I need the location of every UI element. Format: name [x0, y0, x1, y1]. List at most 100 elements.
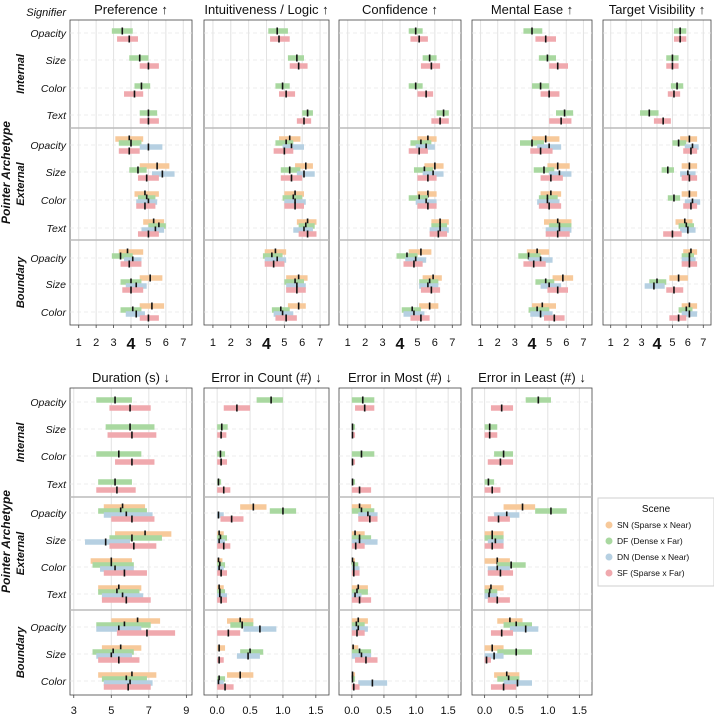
panel-frame	[203, 387, 330, 696]
range-bar-df	[528, 307, 550, 313]
range-bar-sn	[503, 504, 536, 510]
legend-item-df: DF (Dense x Far)	[617, 536, 683, 546]
range-bar-dn	[419, 283, 439, 289]
range-bar-sf	[351, 543, 365, 549]
range-bar-sf	[217, 597, 228, 603]
range-bar-dn	[293, 227, 313, 233]
range-bar-sf	[136, 203, 156, 209]
range-bar-df	[275, 140, 294, 146]
panel-title: Target Visibility ↑	[609, 2, 706, 17]
range-bar-df	[240, 649, 264, 655]
range-bar-sf	[139, 118, 159, 124]
range-bar-df	[523, 28, 543, 34]
range-bar-sn	[98, 585, 142, 591]
tick-label: 0.5	[242, 705, 257, 717]
legend-swatch-df	[605, 537, 613, 545]
range-bar-df	[431, 223, 448, 229]
range-bar-sf	[420, 287, 441, 293]
range-bar-dn	[415, 144, 435, 150]
range-bar-sf	[540, 91, 560, 97]
range-bar-sf	[484, 543, 504, 549]
range-bar-sn	[351, 585, 368, 591]
tick-label: 5	[414, 337, 420, 349]
tick-label: 1	[76, 337, 82, 349]
group-label: External	[15, 161, 27, 205]
group-label: Boundary	[15, 256, 27, 308]
tick-label: 2	[228, 337, 234, 349]
range-bar-sf	[540, 175, 563, 181]
range-bar-sf	[410, 315, 430, 321]
range-bar-sf	[487, 597, 510, 603]
range-bar-df	[217, 676, 226, 682]
range-bar-dn	[264, 257, 287, 263]
tick-label: 1.5	[572, 705, 587, 717]
range-bar-sf	[420, 63, 441, 69]
range-bar-df	[280, 167, 301, 173]
range-bar-sf	[115, 459, 155, 465]
range-bar-sn	[526, 249, 550, 255]
range-bar-dn	[549, 171, 572, 177]
range-bar-dn	[217, 680, 224, 686]
range-bar-dn	[141, 227, 165, 233]
range-bar-sf	[417, 175, 437, 181]
range-bar-sn	[139, 163, 170, 169]
panel-4: Target Visibility ↑ 1 2 3 4 5 6 7	[602, 2, 712, 353]
tick-label: 1	[478, 337, 484, 349]
range-bar-sn	[351, 672, 356, 678]
legend-box	[597, 497, 714, 587]
range-bar-sf	[122, 287, 144, 293]
range-bar-sf	[351, 459, 356, 465]
tick-label: 2	[495, 337, 501, 349]
legend-item-sf: SF (Sparse x Far)	[617, 568, 685, 578]
row-label: Color	[41, 195, 67, 207]
tick-label: 3	[111, 337, 117, 349]
range-bar-sf	[523, 261, 546, 267]
range-bar-sn	[287, 303, 306, 309]
range-bar-df	[351, 479, 356, 485]
range-bar-dn	[286, 283, 306, 289]
range-bar-sn	[98, 672, 157, 678]
panel-1: Intuitiveness / Logic ↑ 1 2 3 4 5 6 7	[203, 2, 330, 353]
range-bar-df	[484, 589, 498, 595]
range-bar-sf	[484, 432, 498, 438]
tick-label: 5	[145, 337, 151, 349]
range-bar-sf	[103, 570, 147, 576]
range-bar-sf	[351, 630, 365, 636]
panel-frame	[338, 387, 462, 696]
row-label: Size	[46, 535, 67, 547]
panel-title: Duration (s) ↓	[92, 370, 170, 385]
range-bar-sf	[408, 148, 428, 154]
row-label: Opacity	[30, 508, 66, 520]
range-bar-df	[484, 479, 495, 485]
range-bar-sn	[111, 618, 161, 624]
panel-8: Error in Least (#) ↓ 0.0 0.5 1.0 1.5	[471, 370, 593, 717]
range-bar-df	[298, 223, 315, 229]
row-label: Opacity	[30, 253, 66, 265]
tick-label: 3	[71, 705, 77, 717]
range-bar-dn	[484, 593, 498, 599]
range-bar-sn	[424, 163, 444, 169]
tick-label: 1	[345, 337, 351, 349]
range-bar-dn	[540, 283, 562, 289]
range-bar-df	[217, 535, 228, 541]
tick-label: 0.5	[509, 705, 524, 717]
range-bar-sn	[284, 191, 304, 197]
range-bar-sf	[139, 315, 159, 321]
tick-label: 5	[669, 337, 675, 349]
range-bar-sf	[103, 684, 151, 690]
tick-label: 5	[108, 705, 114, 717]
range-bar-df	[549, 223, 572, 229]
range-bar-dn	[282, 144, 304, 150]
range-bar-df	[96, 622, 151, 628]
panel-2: Confidence ↑ 1 2 3 4 5 6 7	[338, 2, 462, 353]
row-label: Color	[41, 451, 67, 463]
range-bar-df	[535, 279, 555, 285]
range-bar-df	[351, 508, 375, 514]
tick-label: 0.0	[210, 705, 225, 717]
legend-title: Scene	[642, 504, 671, 515]
tick-label: 4	[396, 336, 405, 353]
range-bar-df	[351, 622, 365, 628]
range-bar-df	[96, 397, 132, 403]
range-bar-sf	[116, 630, 176, 636]
range-bar-sf	[351, 684, 360, 690]
